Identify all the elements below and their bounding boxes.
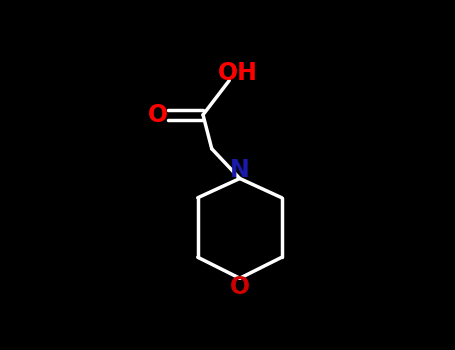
- Text: OH: OH: [218, 62, 258, 85]
- Text: N: N: [230, 158, 250, 182]
- Text: O: O: [147, 103, 167, 127]
- Text: O: O: [230, 275, 250, 299]
